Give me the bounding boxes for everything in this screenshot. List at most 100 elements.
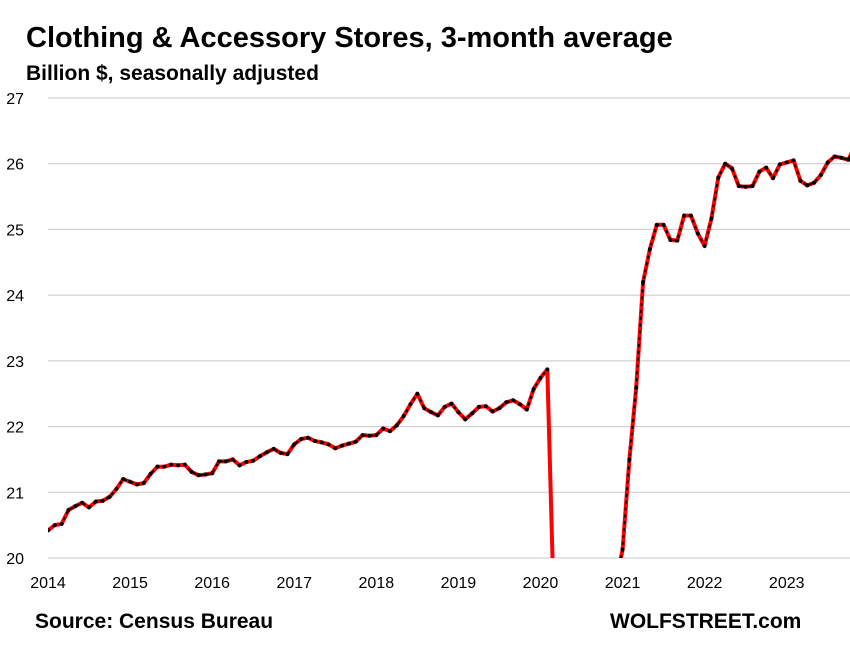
data-point — [716, 175, 721, 180]
data-point — [812, 180, 817, 185]
data-point — [702, 243, 707, 248]
data-point — [319, 440, 324, 445]
data-point — [128, 479, 133, 484]
data-point — [230, 457, 235, 462]
data-point — [93, 499, 98, 504]
gridlines — [48, 97, 850, 559]
data-point — [48, 528, 50, 533]
data-point — [668, 237, 673, 242]
data-point — [784, 160, 789, 165]
data-point — [818, 172, 823, 177]
data-point — [244, 460, 249, 465]
data-point — [340, 443, 345, 448]
data-point — [134, 482, 139, 487]
data-point — [285, 452, 290, 457]
data-point — [798, 178, 803, 183]
data-point — [483, 404, 488, 409]
data-point — [271, 446, 276, 451]
data-point — [394, 423, 399, 428]
data-point — [107, 494, 112, 499]
data-point — [100, 498, 105, 503]
data-point — [511, 398, 516, 403]
data-point — [381, 426, 386, 431]
data-point — [470, 411, 475, 416]
data-point — [73, 504, 78, 509]
data-point — [490, 409, 495, 414]
data-point — [264, 450, 269, 455]
data-point — [654, 222, 659, 227]
series-line-segment-1 — [48, 368, 549, 532]
data-point — [360, 433, 365, 438]
data-point — [422, 406, 427, 411]
data-point — [408, 402, 413, 407]
data-point — [771, 176, 776, 181]
x-tick-label: 2021 — [605, 575, 641, 592]
source-note: Source: Census Bureau — [35, 610, 274, 633]
y-tick-label: 26 — [6, 157, 24, 174]
x-tick-label: 2017 — [276, 575, 312, 592]
data-point — [791, 158, 796, 163]
data-point — [114, 487, 119, 491]
data-point — [647, 247, 652, 252]
x-axis: 2014 2015 2016 2017 2018 2019 2020 2021 2022 2023 — [30, 575, 804, 592]
x-tick-label: 2015 — [112, 575, 148, 592]
data-point — [723, 161, 728, 166]
data-point — [292, 442, 297, 447]
data-point — [730, 166, 734, 171]
data-point — [388, 429, 392, 434]
data-point — [435, 413, 440, 418]
y-tick-label: 24 — [6, 288, 24, 305]
y-axis: 20 21 22 23 24 25 26 27 — [6, 91, 24, 568]
data-point — [80, 500, 85, 505]
series-line-segment-2 — [618, 151, 850, 558]
data-point — [504, 400, 509, 405]
series-dots-2 — [619, 154, 850, 558]
data-point — [497, 406, 502, 411]
x-tick-label: 2022 — [687, 575, 723, 592]
data-point — [189, 469, 194, 474]
data-point — [777, 162, 782, 167]
series-clothing-stores — [48, 151, 850, 558]
x-tick-label: 2016 — [194, 575, 230, 592]
data-point — [59, 521, 64, 526]
data-point — [463, 417, 468, 422]
data-point — [688, 213, 693, 218]
data-point — [545, 367, 550, 372]
chart-title: Clothing & Accessory Stores, 3-month ave… — [26, 22, 673, 54]
data-point — [538, 375, 543, 380]
data-point — [675, 238, 680, 243]
data-point — [641, 280, 646, 284]
data-point — [524, 407, 529, 412]
data-point — [429, 410, 434, 415]
series-dots-1 — [48, 368, 549, 532]
data-point — [299, 437, 304, 442]
data-point — [353, 439, 358, 444]
data-point — [442, 404, 447, 409]
data-point — [155, 464, 160, 469]
data-point — [634, 385, 639, 390]
data-point — [627, 457, 632, 462]
data-point — [169, 462, 174, 467]
data-point — [620, 547, 625, 552]
data-point — [750, 184, 755, 189]
data-point — [832, 154, 837, 159]
x-tick-label: 2020 — [523, 575, 559, 592]
data-point — [757, 169, 762, 174]
data-point — [312, 439, 317, 444]
data-point — [764, 165, 769, 170]
data-point — [251, 458, 256, 463]
data-point — [825, 160, 830, 165]
data-point — [203, 472, 208, 477]
data-point — [682, 213, 687, 218]
data-point — [367, 433, 372, 438]
data-point — [401, 414, 406, 419]
data-point — [223, 459, 228, 464]
data-point — [333, 446, 338, 451]
data-point — [148, 471, 153, 476]
data-point — [217, 459, 221, 464]
y-tick-label: 25 — [6, 222, 24, 239]
data-point — [449, 401, 454, 406]
data-point — [805, 183, 810, 188]
data-point — [237, 463, 242, 468]
data-point — [66, 508, 71, 513]
